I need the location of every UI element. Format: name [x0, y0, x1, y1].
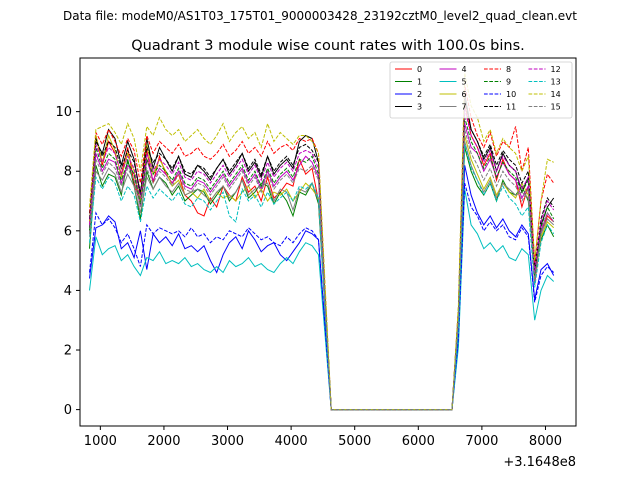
y-tick-label: 4 [64, 284, 72, 299]
chart-title: Quadrant 3 module wise count rates with … [131, 38, 525, 54]
legend-label-6: 6 [462, 90, 467, 99]
series-line-11 [89, 99, 555, 411]
y-tick-label: 8 [64, 165, 72, 180]
legend-label-14: 14 [551, 90, 561, 99]
x-tick-label: 5000 [338, 434, 371, 449]
y-axis: 0 2 4 6 8 10 [55, 105, 80, 418]
y-tick-label: 6 [64, 224, 72, 239]
legend-label-9: 9 [506, 78, 511, 87]
legend-label-12: 12 [551, 65, 561, 74]
legend-label-8: 8 [506, 65, 511, 74]
axes-frame [79, 57, 577, 427]
x-tick-label: 7000 [465, 434, 498, 449]
x-tick-label: 8000 [529, 434, 562, 449]
y-tick-label: 2 [64, 344, 72, 359]
series-line-13 [89, 144, 555, 411]
legend-label-10: 10 [506, 90, 516, 99]
y-tick-label: 0 [64, 403, 72, 418]
x-offset-label: +3.1648e8 [503, 455, 576, 470]
x-tick-label: 1000 [84, 434, 117, 449]
x-tick-label: 4000 [275, 434, 308, 449]
x-tick-label: 6000 [402, 434, 435, 449]
series-line-5 [89, 189, 555, 411]
series-line-15 [89, 129, 555, 411]
legend-label-1: 1 [417, 78, 422, 87]
legend-label-2: 2 [417, 90, 422, 99]
legend-label-15: 15 [551, 103, 561, 112]
plot-area [89, 72, 555, 411]
x-axis: 1000 2000 3000 4000 5000 6000 7000 8000 [84, 426, 562, 449]
legend-label-13: 13 [551, 78, 561, 87]
y-tick-label: 10 [55, 105, 72, 120]
legend-label-7: 7 [462, 103, 467, 112]
series-line-10 [89, 182, 555, 411]
legend-label-4: 4 [462, 65, 467, 74]
legend-label-5: 5 [462, 78, 467, 87]
series-line-12 [89, 108, 555, 411]
suptitle: Data file: modeM0/AS1T03_175T01_90000034… [63, 9, 577, 23]
legend-label-0: 0 [417, 65, 422, 74]
x-tick-label: 2000 [147, 434, 180, 449]
legend-label-11: 11 [506, 103, 516, 112]
x-tick-label: 3000 [211, 434, 244, 449]
legend-box [389, 61, 573, 119]
legend-label-3: 3 [417, 103, 422, 112]
